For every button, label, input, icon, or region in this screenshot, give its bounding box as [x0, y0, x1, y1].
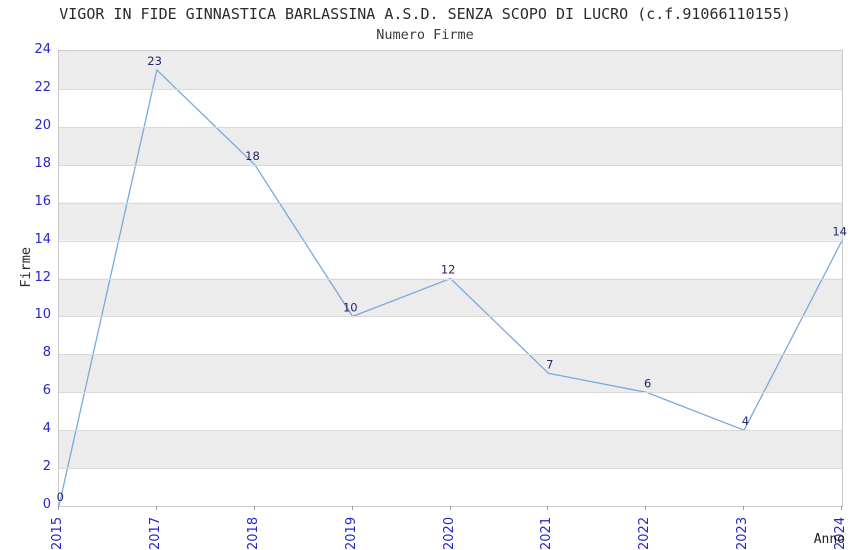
y-tick-label: 6 [42, 383, 51, 399]
point-value-label: 18 [245, 149, 260, 163]
x-tick-mark [841, 506, 842, 510]
y-tick-label: 16 [34, 193, 51, 209]
gridline [59, 278, 842, 280]
chart-title: VIGOR IN FIDE GINNASTICA BARLASSINA A.S.… [59, 5, 791, 23]
y-tick-label: 24 [34, 42, 51, 57]
y-tick-label: 22 [34, 79, 51, 95]
point-value-label: 7 [546, 357, 553, 371]
x-tick-mark [547, 506, 549, 510]
y-tick-label: 18 [34, 155, 51, 171]
x-tick-label: 2018 [245, 516, 261, 550]
gridline [59, 392, 842, 394]
x-tick-mark [743, 506, 745, 510]
y-tick-label: 8 [42, 345, 51, 361]
x-tick-mark [449, 506, 451, 510]
gridline [59, 354, 842, 356]
x-axis-tick-labels: 2015 2017 2018 2019 2020 2021 2022 2023 2024 [50, 506, 848, 550]
gridline [59, 202, 842, 204]
gridline [59, 430, 842, 432]
point-value-label: 23 [147, 54, 162, 68]
x-tick-mark [58, 506, 59, 510]
gridline [59, 316, 842, 318]
gridline [59, 240, 842, 242]
x-tick-mark [253, 506, 255, 510]
point-value-label: 12 [441, 263, 456, 277]
x-tick-label: 2019 [343, 516, 359, 550]
chart-subtitle: Numero Firme [376, 27, 474, 43]
y-tick-label: 4 [42, 421, 51, 437]
x-axis-title: Anno [813, 532, 845, 547]
y-tick-label: 12 [34, 269, 51, 285]
point-value-label: 0 [57, 490, 64, 504]
point-value-label: 4 [742, 414, 749, 428]
x-tick-label: 2022 [637, 516, 653, 550]
y-tick-label: 14 [34, 231, 51, 247]
y-tick-label: 0 [42, 497, 51, 512]
x-tick-label: 2023 [735, 516, 751, 550]
x-tick-mark [645, 506, 647, 510]
point-value-label: 10 [343, 300, 358, 314]
gridline [59, 468, 842, 470]
data-line [58, 68, 843, 507]
y-tick-label: 2 [42, 459, 51, 475]
x-tick-label: 2015 [50, 516, 65, 550]
x-tick-label: 2017 [147, 516, 163, 550]
x-tick-mark [155, 506, 157, 510]
y-tick-label: 10 [34, 307, 51, 323]
gridline [59, 164, 842, 166]
plot-area: 0 23 18 10 12 7 6 4 14 [57, 50, 847, 507]
x-tick-mark [351, 506, 353, 510]
point-value-label: 6 [644, 376, 651, 390]
x-tick-label: 2021 [539, 516, 555, 550]
y-tick-label: 20 [34, 117, 51, 133]
gridline [59, 126, 842, 128]
point-value-label: 14 [832, 225, 847, 239]
x-tick-label: 2020 [441, 516, 457, 550]
gridline [59, 88, 842, 90]
y-axis-tick-labels: 0 2 4 6 8 10 12 14 16 18 20 22 24 [0, 42, 51, 512]
